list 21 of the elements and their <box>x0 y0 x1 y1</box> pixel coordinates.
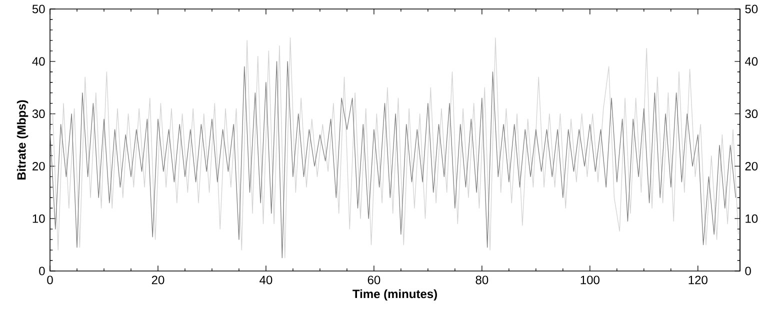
y2-tick-label: 50 <box>745 4 758 14</box>
x-tick-label: 100 <box>580 276 600 284</box>
y-axis-title: Bitrate (Mbps) <box>16 100 28 180</box>
y-tick-label: 0 <box>39 266 45 276</box>
x-tick-label: 80 <box>476 276 488 284</box>
y2-tick-label: 30 <box>745 110 758 118</box>
x-tick-label: 120 <box>688 276 708 284</box>
y-tick-label: 30 <box>32 110 45 118</box>
y2-tick-label: 10 <box>746 214 758 223</box>
y-tick-label: 50 <box>32 4 45 14</box>
x-tick-label: 40 <box>260 276 272 284</box>
x-tick-label: 20 <box>152 276 164 284</box>
y2-tick-label: 40 <box>745 57 758 66</box>
x-axis-title: Time (minutes) <box>352 289 437 301</box>
y2-tick-label: 0 <box>745 266 751 276</box>
x-tick-label: 60 <box>368 276 380 284</box>
y2-tick-label: 20 <box>745 162 758 170</box>
x-tick-label: 0 <box>47 276 53 284</box>
y-tick-label: 20 <box>32 162 45 170</box>
y-tick-label: 40 <box>32 57 45 66</box>
y-tick-label: 10 <box>32 214 45 223</box>
